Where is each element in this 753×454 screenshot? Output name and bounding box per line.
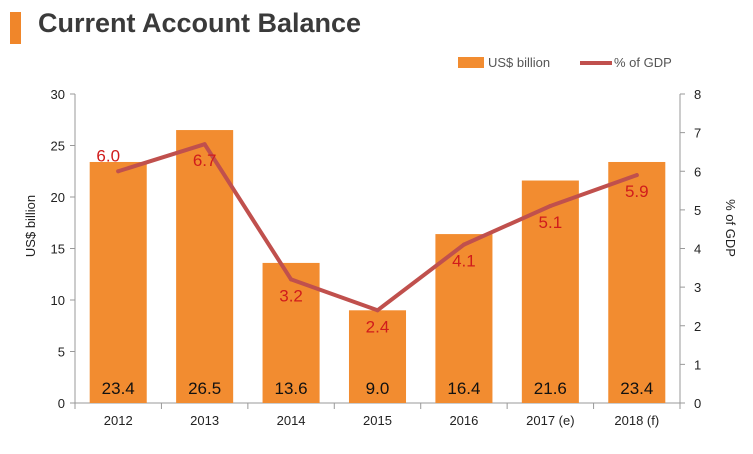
bar [176, 130, 234, 404]
legend: US$ billion % of GDP [458, 55, 672, 70]
bar [608, 161, 666, 403]
y-axis-title: US$ billion [23, 195, 38, 257]
y2-axis-title: % of GDP [723, 199, 738, 257]
line-point [289, 277, 294, 282]
line-value-label: 6.0 [96, 146, 120, 165]
line-point [202, 142, 207, 147]
line-value-label: 5.1 [539, 213, 563, 232]
x-tick-label: 2012 [104, 413, 133, 428]
y2-tick-label: 7 [694, 126, 701, 141]
y2-tick-label: 1 [694, 357, 701, 372]
y2-tick-label: 3 [694, 280, 701, 295]
bar [521, 180, 579, 403]
y2-tick-label: 5 [694, 203, 701, 218]
line-value-label: 6.7 [193, 151, 217, 170]
x-tick-label: 2017 (e) [526, 413, 574, 428]
line-point [461, 242, 466, 247]
x-tick-label: 2018 (f) [614, 413, 659, 428]
bar-value-label: 13.6 [275, 379, 308, 398]
x-tick-label: 2013 [190, 413, 219, 428]
legend-label-us-billion: US$ billion [488, 55, 550, 70]
bar [435, 234, 493, 403]
legend-label-pct-gdp: % of GDP [614, 55, 672, 70]
y2-tick-label: 2 [694, 319, 701, 334]
x-tick-label: 2014 [277, 413, 306, 428]
bar-value-label: 26.5 [188, 379, 221, 398]
line-value-label: 5.9 [625, 182, 649, 201]
bar [348, 310, 407, 403]
bar-value-label: 23.4 [620, 379, 653, 398]
y2-tick-label: 4 [694, 242, 701, 257]
legend-swatch-us-billion [458, 57, 484, 68]
bar-value-label: 9.0 [366, 379, 390, 398]
bar [89, 161, 147, 403]
title-accent-bar [10, 12, 21, 44]
y2-tick-label: 0 [694, 396, 701, 411]
y-tick-label: 30 [51, 87, 65, 102]
data-labels: 23.4 26.5 13.6 9.0 16.4 21.6 23.4 6.0 6.7 3.2 2.4 4… [96, 146, 653, 398]
line-point [116, 169, 121, 174]
y-tick-label: 20 [51, 190, 65, 205]
line-series [116, 142, 639, 313]
line-point [375, 308, 380, 313]
line-value-label: 3.2 [279, 286, 303, 305]
y-tick-label: 5 [58, 345, 65, 360]
y-tick-label: 25 [51, 139, 65, 154]
y2-tick-label: 8 [694, 87, 701, 102]
x-tick-label: 2016 [449, 413, 478, 428]
x-tick-label: 2015 [363, 413, 392, 428]
line-point [548, 204, 553, 209]
line-point [634, 173, 639, 178]
line-value-label: 4.1 [452, 252, 476, 271]
y-tick-label: 10 [51, 293, 65, 308]
bar-value-label: 21.6 [534, 379, 567, 398]
y-tick-label: 0 [58, 396, 65, 411]
bar-value-label: 23.4 [102, 379, 135, 398]
y-tick-label: 15 [51, 242, 65, 257]
bar-series [89, 130, 666, 404]
line-value-label: 2.4 [366, 317, 390, 336]
bar-value-label: 16.4 [447, 379, 480, 398]
y2-tick-label: 6 [694, 164, 701, 179]
axes: 0 5 10 15 20 25 30 0 1 2 3 4 5 6 7 8 2012 2013 2014 2015 201… [51, 87, 702, 428]
chart-title: Current Account Balance [38, 8, 362, 38]
